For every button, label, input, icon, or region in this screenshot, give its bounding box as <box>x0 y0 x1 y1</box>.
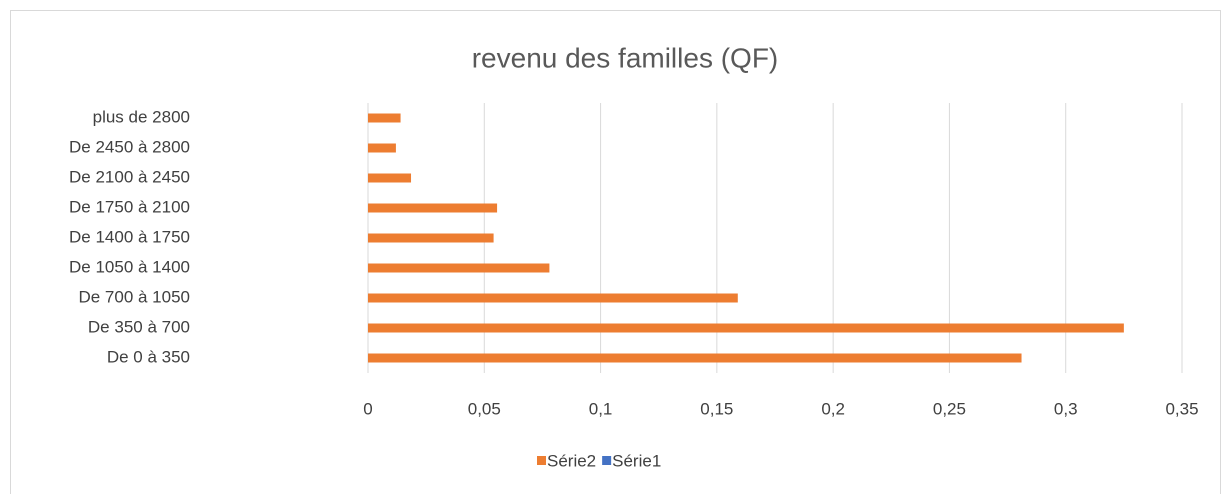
y-tick-label: De 1400 à 1750 <box>69 227 190 246</box>
bar <box>368 293 738 303</box>
x-tick-label: 0,1 <box>589 399 613 418</box>
y-tick-label: De 1750 à 2100 <box>69 197 190 216</box>
x-tick-label: 0 <box>363 399 372 418</box>
bar <box>368 143 396 153</box>
legend-swatch <box>537 456 546 465</box>
legend-label: Série2 <box>547 451 596 470</box>
y-tick-label: De 700 à 1050 <box>78 287 190 306</box>
bar <box>368 113 401 123</box>
x-tick-label: 0,15 <box>700 399 733 418</box>
bar <box>368 323 1124 333</box>
y-tick-label: De 2450 à 2800 <box>69 137 190 156</box>
bar <box>368 173 412 183</box>
bar <box>368 203 498 213</box>
x-tick-label: 0,25 <box>933 399 966 418</box>
y-tick-label: De 350 à 700 <box>88 317 190 336</box>
y-tick-label: De 1050 à 1400 <box>69 257 190 276</box>
legend-swatch <box>602 456 612 465</box>
bar <box>368 353 1022 363</box>
y-tick-label: De 0 à 350 <box>107 347 190 366</box>
legend-label: Série1 <box>612 451 661 470</box>
x-tick-label: 0,35 <box>1165 399 1198 418</box>
bar <box>368 263 550 273</box>
y-tick-label: De 2100 à 2450 <box>69 167 190 186</box>
y-tick-label: plus de 2800 <box>93 107 190 126</box>
chart-frame <box>10 10 1221 494</box>
x-tick-label: 0,3 <box>1054 399 1078 418</box>
chart-title: revenu des familles (QF) <box>472 42 779 73</box>
x-tick-label: 0,05 <box>468 399 501 418</box>
bar <box>368 233 494 243</box>
x-tick-label: 0,2 <box>821 399 845 418</box>
